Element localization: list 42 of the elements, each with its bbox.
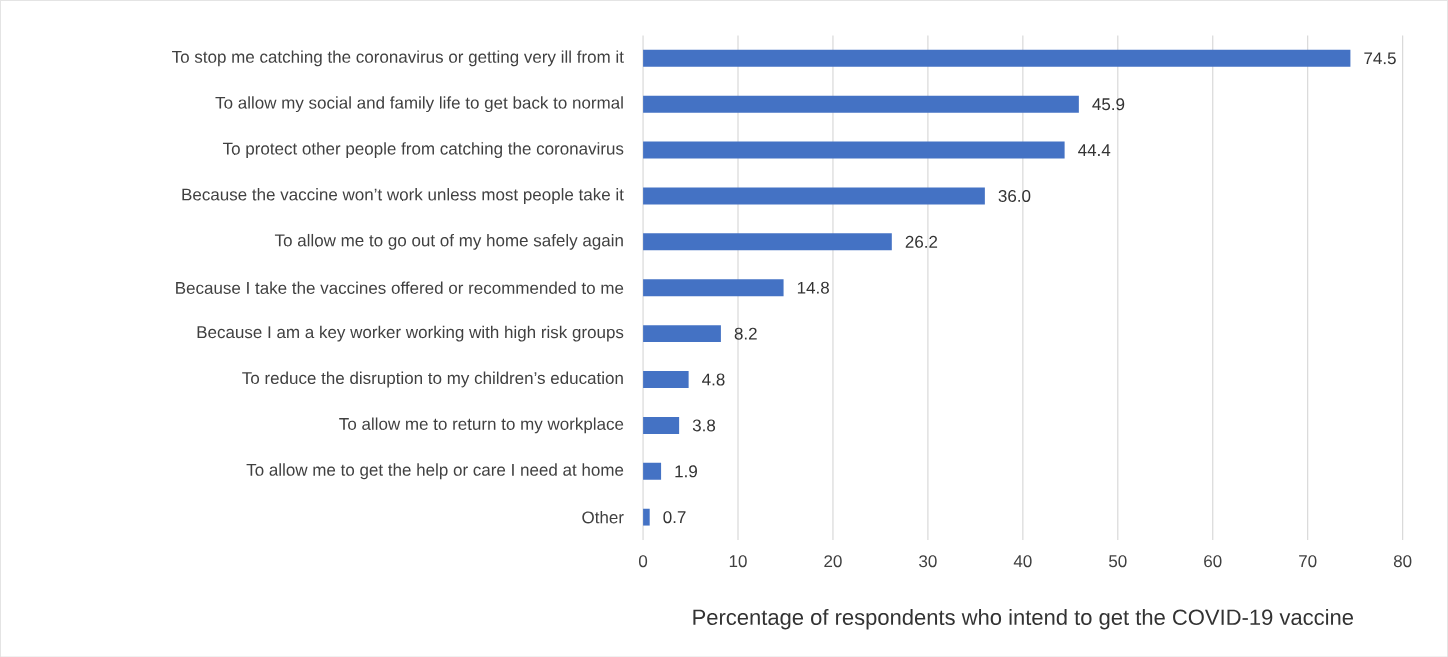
bar [643, 141, 1065, 159]
y-tick-label: Because I am a key worker working with high risk groups [197, 325, 624, 342]
bar [643, 370, 689, 388]
x-tick-label: 30 [919, 554, 937, 567]
data-label: 45.9 [1092, 97, 1125, 110]
data-label: 74.5 [1364, 52, 1396, 65]
y-tick-label: Because I take the vaccines offered or recommended to me [176, 281, 624, 294]
y-tick-label: Other [582, 510, 624, 524]
x-tick-label: 40 [1013, 554, 1032, 567]
y-tick-label: To allow me to return to my workplace [339, 417, 624, 434]
data-label: 3.8 [692, 419, 716, 432]
x-axis-title: Percentage of respondents who intend to get the COVID-19 vaccine [693, 608, 1354, 630]
x-tick-label: 20 [824, 554, 842, 567]
bar [643, 95, 1079, 113]
data-label: 1.9 [675, 465, 697, 478]
data-label: 14.8 [797, 281, 829, 294]
data-label: 44.4 [1078, 144, 1111, 156]
bar [643, 279, 784, 297]
bar [643, 233, 892, 251]
x-tick-label: 50 [1109, 554, 1127, 567]
x-tick-label: 10 [729, 554, 747, 567]
y-tick-label: Because the vaccine won’t work unless most people take it [182, 187, 624, 204]
data-label: 36.0 [998, 189, 1031, 202]
bar [643, 187, 985, 205]
data-label: 4.8 [702, 373, 725, 386]
y-tick-label: To stop me catching the coronavirus or getting very ill from it [172, 50, 624, 67]
x-tick-label: 80 [1393, 554, 1412, 567]
x-tick-label: 70 [1299, 554, 1317, 567]
y-tick-label: To reduce the disruption to my children’s education [242, 371, 623, 388]
y-tick-label: To allow my social and family life to get back to normal [215, 96, 623, 112]
x-tick-label: 0 [638, 554, 648, 567]
bar [643, 462, 662, 480]
y-tick-label: To protect other people from catching the coronavirus [222, 141, 624, 158]
y-tick-label: To allow me to go out of my home safely again [274, 233, 623, 250]
data-label: 0.7 [663, 510, 686, 523]
bar [643, 49, 1351, 67]
bar [643, 324, 721, 342]
data-label: 26.2 [905, 235, 938, 248]
bar [643, 416, 680, 434]
data-label: 8.2 [734, 327, 757, 340]
y-tick-label: To allow me to get the help or care I need at home [246, 463, 624, 479]
x-tick-label: 60 [1204, 554, 1222, 567]
